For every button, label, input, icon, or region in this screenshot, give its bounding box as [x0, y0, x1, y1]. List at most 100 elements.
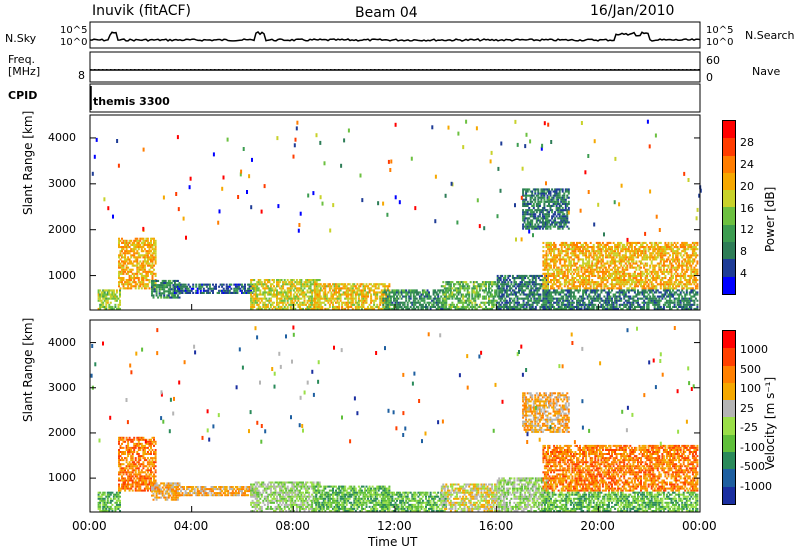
power-echo-cell	[485, 287, 487, 290]
power-echo-cell	[412, 301, 415, 304]
power-echo-cell	[550, 254, 552, 257]
power-echo-cell	[547, 246, 549, 249]
power-echo-cell	[598, 305, 601, 308]
power-echo-cell	[453, 303, 455, 306]
power-echo-cell	[589, 283, 592, 286]
power-echo-cell	[522, 277, 525, 280]
power-echo-cell	[341, 305, 344, 308]
power-echo-cell	[354, 287, 357, 290]
power-echo-cell	[696, 248, 699, 251]
power-echo-cell	[139, 272, 142, 275]
nave-point	[634, 69, 636, 71]
power-echo-cell	[425, 307, 427, 310]
power-echo-cell	[623, 283, 626, 286]
power-echo-cell	[128, 270, 131, 273]
power-echo-cell	[118, 264, 120, 267]
power-echo-cell	[360, 295, 363, 298]
power-echo-cell	[551, 291, 554, 294]
power-echo-cell	[644, 258, 647, 261]
power-echo-cell	[256, 289, 259, 292]
power-echo-cell	[100, 299, 103, 302]
power-echo-cell	[643, 305, 646, 308]
power-echo-cell	[571, 301, 574, 304]
power-echo-cell	[357, 287, 360, 290]
power-echo-cell	[298, 281, 301, 284]
power-echo-cell	[637, 279, 639, 282]
power-echo-cell	[397, 307, 400, 310]
power-echo-cell	[618, 243, 621, 246]
power-echo-cell	[516, 303, 519, 306]
power-echo-cell	[342, 301, 345, 304]
power-echo-cell	[601, 279, 604, 282]
power-echo-cell	[696, 241, 699, 244]
power-echo-cell	[515, 287, 517, 290]
power-echo-cell	[572, 254, 575, 257]
power-echo-cell	[571, 250, 574, 253]
power-echo-cell	[208, 283, 211, 286]
power-echo-cell	[601, 254, 604, 257]
power-echo-cell	[620, 250, 623, 253]
power-echo-cell	[568, 262, 571, 265]
power-echo-cell	[620, 274, 623, 277]
power-echo-cell	[586, 246, 589, 249]
power-echo-cell	[163, 294, 166, 297]
power-echo-cell	[609, 250, 612, 253]
power-echo-cell	[122, 287, 125, 290]
power-echo-cell	[125, 250, 128, 253]
power-echo-cell	[140, 283, 143, 286]
power-echo-cell	[400, 297, 403, 300]
power-echo-cell	[656, 254, 659, 257]
power-echo-cell	[505, 301, 508, 304]
power-echo-cell	[682, 264, 685, 267]
power-echo-cell	[438, 289, 441, 292]
nave-point	[106, 69, 108, 71]
power-echo-cell	[572, 281, 575, 284]
power-echo-cell	[662, 266, 665, 269]
power-echo-cell	[319, 287, 322, 290]
power-echo-cell	[227, 291, 230, 294]
power-echo-cell	[494, 299, 497, 302]
power-echo-cell	[374, 285, 377, 288]
power-echo-cell	[583, 279, 586, 282]
power-echo-cell	[119, 291, 121, 294]
power-echo-cell	[481, 281, 484, 284]
nave-point	[666, 69, 668, 71]
power-echo-cell	[414, 299, 417, 302]
power-echo-cell	[542, 299, 545, 302]
power-echo-cell	[620, 279, 623, 282]
power-echo-cell	[684, 258, 687, 261]
power-echo-cell	[279, 299, 282, 302]
power-echo-cell	[644, 264, 647, 267]
power-echo-cell	[524, 283, 527, 286]
power-echo-cell	[598, 297, 601, 300]
power-echo-cell	[655, 252, 658, 255]
power-echo-cell	[468, 297, 471, 300]
power-echo-cell	[547, 264, 549, 267]
power-echo-cell	[379, 283, 382, 286]
power-echo-cell	[582, 266, 585, 269]
power-echo-cell	[553, 287, 556, 290]
power-echo-cell	[244, 285, 246, 288]
power-echo-cell	[621, 256, 624, 259]
power-echo-cell	[684, 248, 687, 251]
power-echo-cell	[431, 303, 434, 306]
power-echo-cell	[451, 295, 454, 298]
power-echo-cell	[344, 293, 347, 296]
power-echo-cell	[560, 307, 563, 310]
power-echo-cell	[600, 277, 603, 280]
power-echo-cell	[638, 264, 641, 267]
power-echo-cell	[620, 297, 623, 300]
power-echo-cell	[324, 297, 327, 300]
power-echo-cell	[559, 299, 562, 302]
power-echo-cell	[155, 286, 158, 289]
power-echo-cell	[114, 293, 117, 296]
power-echo-cell	[408, 299, 411, 302]
power-echo-cell	[672, 254, 674, 257]
power-echo-cell	[693, 272, 696, 275]
power-echo-cell	[585, 277, 588, 280]
power-echo-cell	[250, 281, 253, 284]
power-echo-cell	[601, 268, 604, 271]
power-echo-cell	[693, 246, 696, 249]
power-echo-cell	[146, 241, 149, 244]
power-echo-cell	[606, 297, 609, 300]
